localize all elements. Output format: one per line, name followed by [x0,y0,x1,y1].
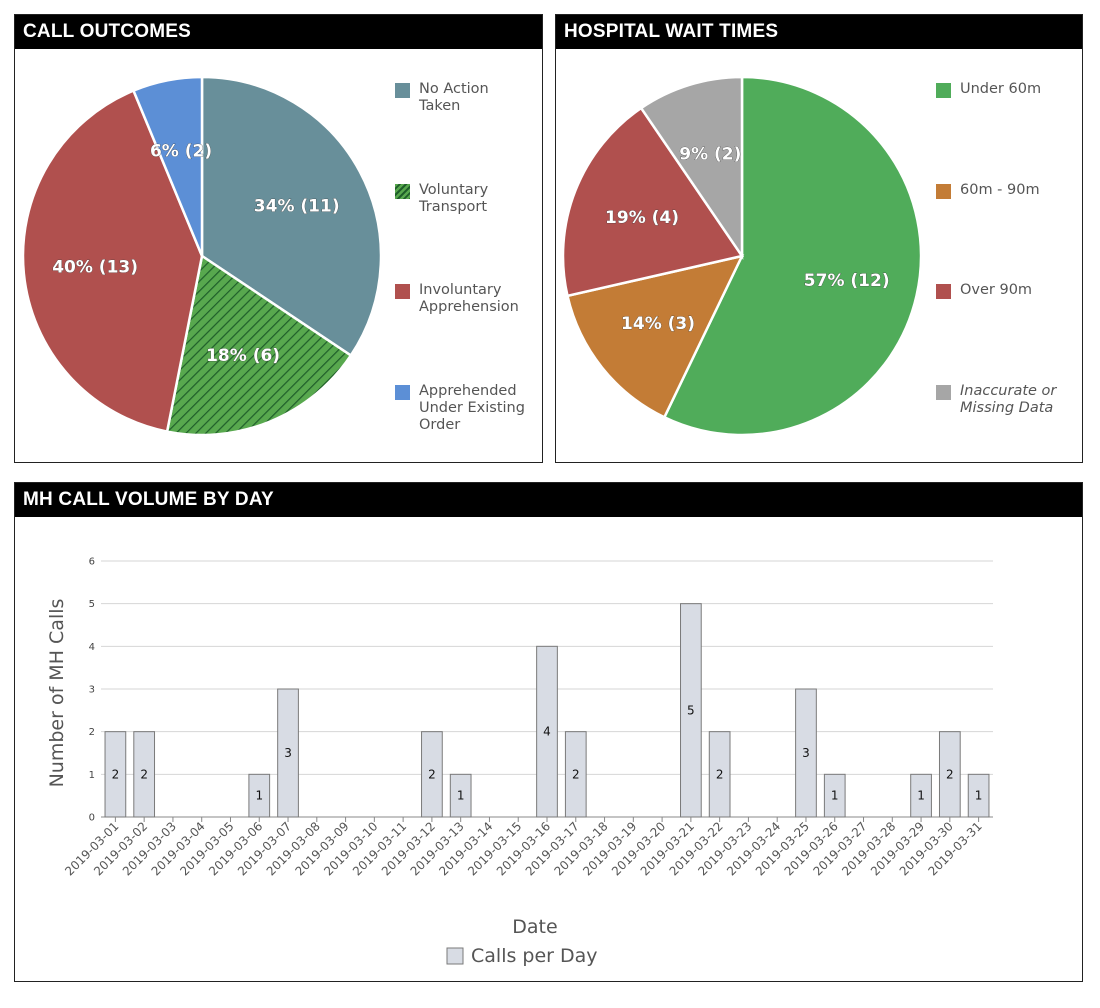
legend-label-apprehended-under-existing-order: Apprehended Under Existing Order [419,383,525,433]
bar-value-label: 1 [457,789,465,803]
y-tick-label: 2 [89,727,95,738]
legend-swatch-calls-per-day [446,947,464,965]
y-tick-label: 3 [89,685,95,696]
hospital-wait-times-panel: HOSPITAL WAIT TIMES 57% (12) 14% (3) 19% (… [555,14,1083,463]
legend-swatch-over-90m [936,284,951,299]
bar-value-label: 5 [687,703,695,717]
slice-label-60m-90m: 14% (3) [621,314,695,334]
bar-value-label: 1 [255,789,263,803]
legend-label-no-action-taken: No Action Taken [419,81,489,114]
legend-item-60m-90m: 60m - 90m [936,182,1040,199]
legend-item-involuntary-apprehension: Involuntary Apprehension [395,282,519,316]
pie-slice-under-60m [662,75,923,437]
slice-label-inaccurate-or-missing-data: 9% (2) [679,144,741,164]
bar-value-label: 2 [140,767,148,781]
bar-value-label: 4 [543,725,551,739]
slice-label-apprehended-under-existing-order: 6% (2) [150,142,212,162]
pie-slice-apprehended-under-existing-order [131,75,204,257]
slice-label-voluntary-transport: 18% (6) [206,346,280,366]
bar-value-label: 2 [428,767,436,781]
bar-value-label: 1 [831,789,839,803]
legend-item-apprehended-under-existing-order: Apprehended Under Existing Order [395,383,525,434]
bar-value-label: 3 [802,746,810,760]
slice-label-no-action-taken: 34% (11) [254,196,340,216]
legend-swatch-apprehended-under-existing-order [395,385,410,400]
y-tick-label: 5 [89,599,95,610]
call-volume-title: MH CALL VOLUME BY DAY [15,483,1082,517]
call-outcomes-panel: CALL OUTCOMES 34% (11) 18% (6) 40% (13) 6% … [14,14,543,463]
legend-label-inaccurate-or-missing-data: Inaccurate or Missing Data [960,383,1057,416]
legend-swatch-involuntary-apprehension [395,284,410,299]
legend-swatch-no-action-taken [395,83,410,98]
call-volume-bar-chart: 012345622019-03-0122019-03-022019-03-032… [46,557,993,967]
legend-item-over-90m: Over 90m [936,282,1032,299]
slice-label-involuntary-apprehension: 40% (13) [52,258,138,278]
y-axis-title: Number of MH Calls [46,599,68,788]
legend-swatch-60m-90m [936,184,951,199]
y-tick-label: 4 [89,642,95,653]
slice-label-under-60m: 57% (12) [804,271,890,291]
legend-label-calls-per-day: Calls per Day [471,945,598,967]
hospital-wait-times-title: HOSPITAL WAIT TIMES [556,15,1082,49]
bar-value-label: 2 [946,767,954,781]
bar-value-label: 2 [112,767,120,781]
hospital-wait-times-pie-chart: 57% (12) 14% (3) 19% (4) 9% (2) [561,75,923,437]
pie-slice-over-90m [561,106,745,298]
legend-item-under-60m: Under 60m [936,81,1041,98]
call-volume-panel: MH CALL VOLUME BY DAY 0 1 2 3 4 5 6 2 2019-03-01… [14,482,1083,982]
y-tick-label: 0 [89,813,95,824]
legend-item-no-action-taken: No Action Taken [395,81,489,115]
legend-label-voluntary-transport: Voluntary Transport [419,182,489,215]
pie-slice-60m-90m [565,254,745,419]
legend-label-over-90m: Over 90m [960,282,1033,298]
pie-slice-inaccurate-or-missing-data [639,75,744,261]
legend-label-60m-90m: 60m - 90m [960,182,1040,198]
legend-label-under-60m: Under 60m [960,81,1042,97]
legend-swatch-under-60m [936,83,951,98]
bar-value-label: 2 [572,767,580,781]
pie-slice-voluntary-transport [165,253,353,437]
slice-label-over-90m: 19% (4) [605,208,679,228]
bar-value-label: 2 [716,767,724,781]
legend-item-inaccurate-or-missing-data: Inaccurate or Missing Data [936,383,1056,417]
legend-swatch-inaccurate-or-missing-data [936,385,951,400]
bar-value-label: 1 [917,789,925,803]
bar-value-label: 1 [975,789,983,803]
bar-value-label: 3 [284,746,292,760]
legend-swatch-voluntary-transport [395,184,410,199]
legend-item-voluntary-transport: Voluntary Transport [395,182,488,216]
call-outcomes-pie-chart: 34% (11) 18% (6) 40% (13) 6% (2) [21,75,383,437]
legend-label-involuntary-apprehension: Involuntary Apprehension [419,282,519,315]
pie-slice-involuntary-apprehension [21,88,204,434]
x-axis-title: Date [512,916,557,938]
call-outcomes-title: CALL OUTCOMES [15,15,542,49]
y-tick-label: 1 [89,770,95,781]
y-tick-label: 6 [89,557,95,568]
